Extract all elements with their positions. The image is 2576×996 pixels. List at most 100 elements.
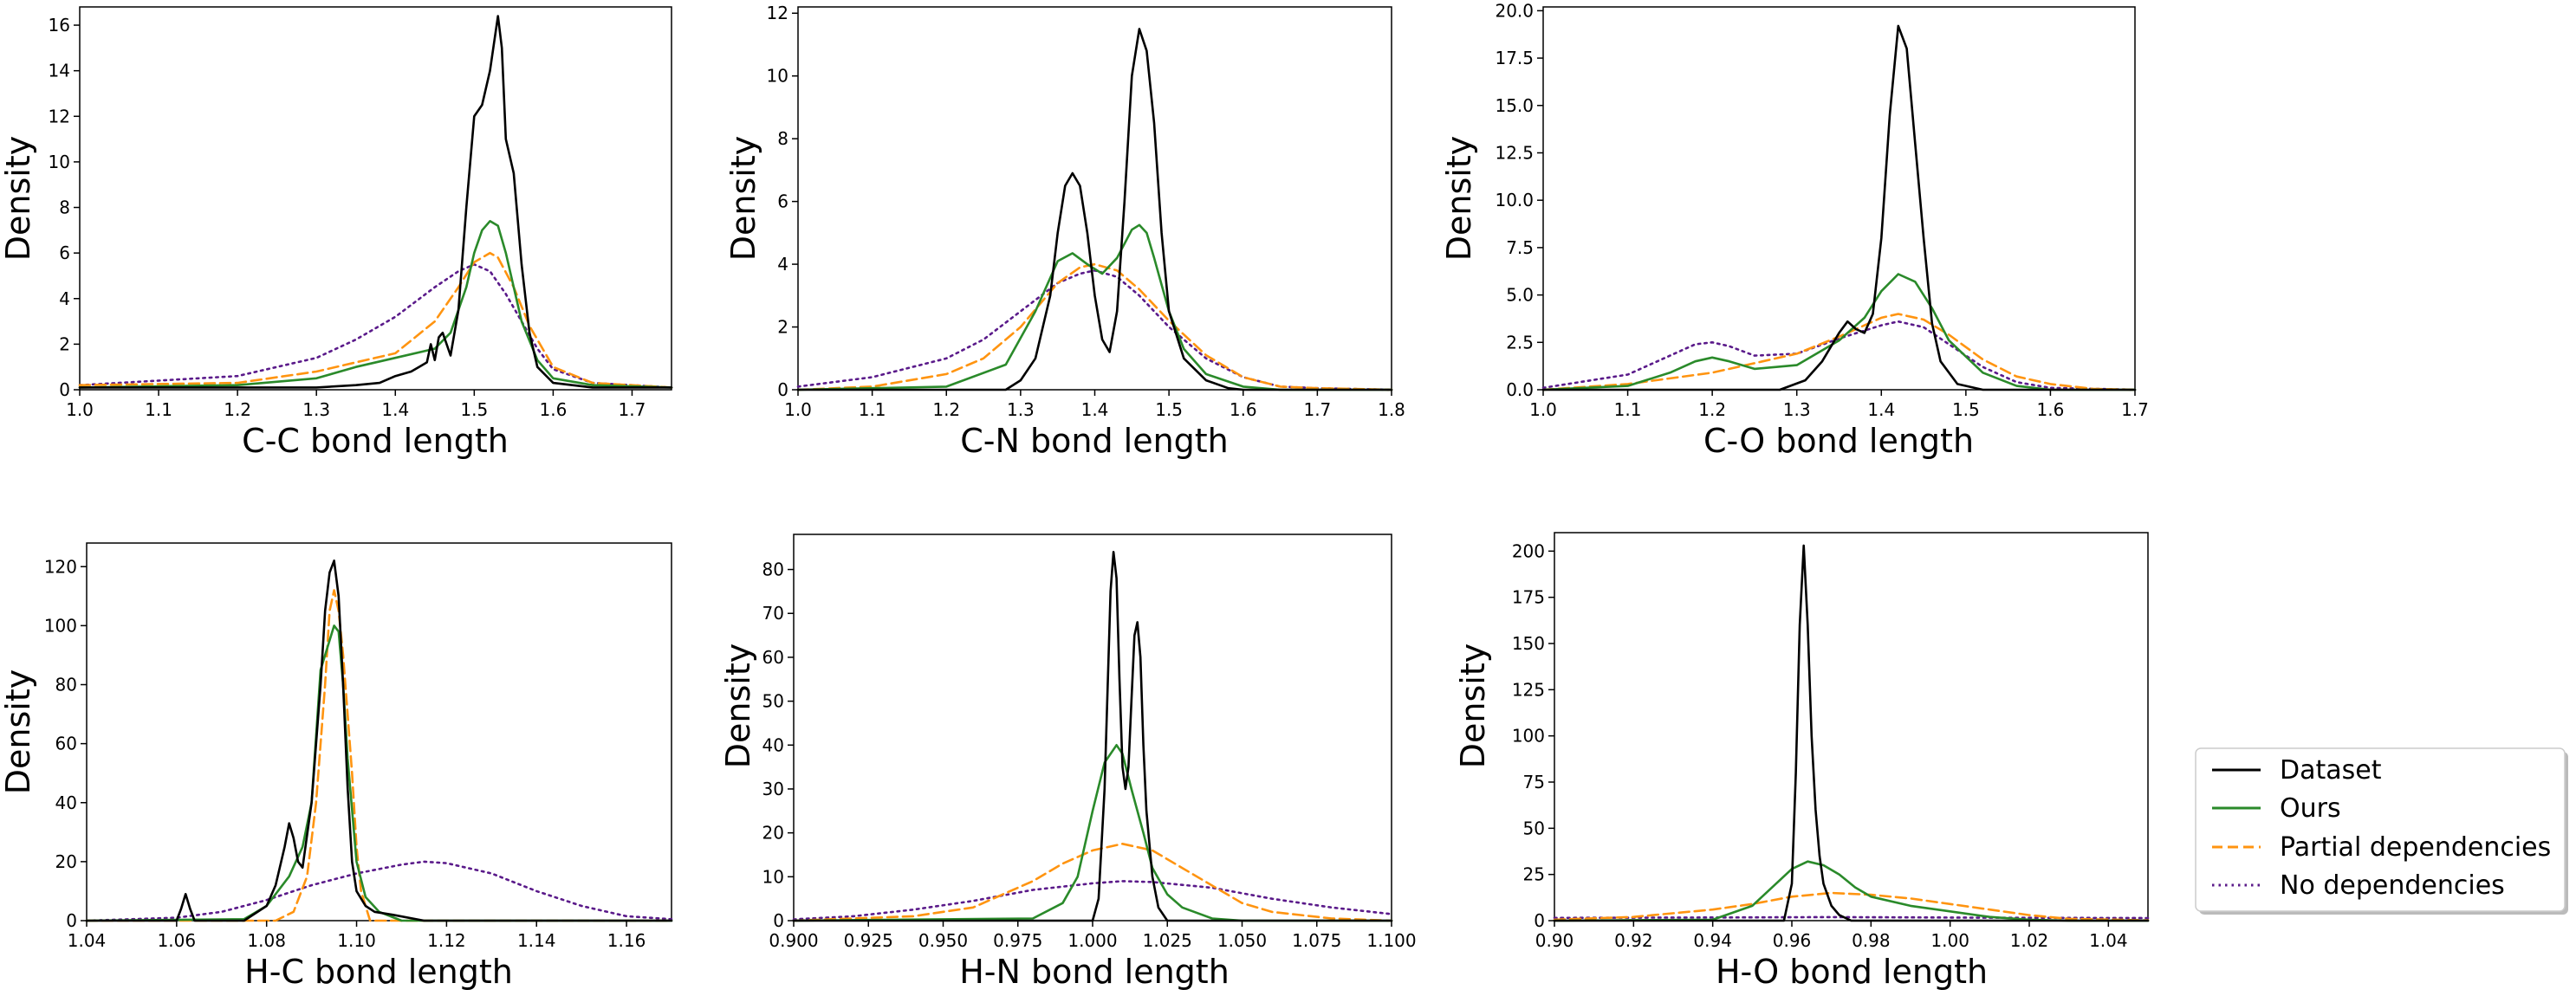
x-tick-label: 1.100 xyxy=(1366,930,1416,951)
y-axis-label: Density xyxy=(724,136,762,261)
x-tick-label: 1.0 xyxy=(1529,399,1557,420)
y-tick-label: 40 xyxy=(55,792,77,813)
y-tick-label: 75 xyxy=(1523,772,1545,792)
legend-label-dataset: Dataset xyxy=(2280,755,2382,786)
y-tick-label: 6 xyxy=(777,191,788,212)
series-group xyxy=(1553,544,2150,922)
series-line-ours xyxy=(85,624,673,922)
x-tick-label: 1.6 xyxy=(2037,399,2065,420)
panel-frame xyxy=(79,6,672,391)
y-tick-label: 4 xyxy=(777,254,788,275)
x-tick-label: 1.4 xyxy=(381,399,409,420)
x-tick-label: 1.14 xyxy=(517,930,556,951)
x-tick-label: 1.08 xyxy=(247,930,286,951)
x-tick-label: 1.6 xyxy=(1230,399,1257,420)
y-tick-label: 175 xyxy=(1512,587,1545,608)
legend-box xyxy=(2195,747,2566,912)
x-tick-label: 1.4 xyxy=(1081,399,1109,420)
series-line-no-dependencies xyxy=(78,262,673,389)
x-tick-label: 1.0 xyxy=(66,399,94,420)
series-line-no-dependencies xyxy=(796,268,1393,391)
y-axis-label: Density xyxy=(0,669,37,794)
x-ticks: 1.0 1.1 1.2 1.3 1.4 1.5 1.6 1.7 1.8 xyxy=(784,390,1405,420)
series-group xyxy=(1541,24,2137,391)
series-group xyxy=(85,559,673,922)
x-tick-label: 1.2 xyxy=(1698,399,1726,420)
x-tick-label: 1.1 xyxy=(859,399,886,420)
series-group xyxy=(792,550,1393,922)
y-tick-label: 2 xyxy=(777,317,788,338)
series-line-partial-dependencies xyxy=(796,262,1393,391)
y-tick-label: 10 xyxy=(762,866,784,887)
x-tick-label: 1.3 xyxy=(302,399,330,420)
x-tick-label: 1.02 xyxy=(2010,930,2049,951)
y-axis-label: Density xyxy=(1440,136,1478,261)
x-axis-label: H-N bond length xyxy=(959,953,1230,991)
y-tick-label: 0 xyxy=(773,910,784,931)
series-group xyxy=(78,15,673,389)
x-tick-label: 0.975 xyxy=(993,930,1042,951)
panel-cc: 1.0 1.1 1.2 1.3 1.4 1.5 1.6 1.7 0 2 4 6 8 10 12 14 16 C… xyxy=(0,6,673,460)
y-tick-label: 100 xyxy=(44,615,77,636)
y-tick-label: 0 xyxy=(59,379,70,400)
y-tick-label: 20 xyxy=(762,823,784,844)
y-tick-label: 100 xyxy=(1512,726,1545,747)
y-tick-label: 20.0 xyxy=(1495,0,1534,21)
series-line-partial-dependencies xyxy=(85,589,673,922)
y-tick-label: 0 xyxy=(777,379,788,400)
y-tick-label: 120 xyxy=(44,556,77,577)
y-tick-label: 6 xyxy=(59,243,70,263)
y-ticks: 0 2 4 6 8 10 12 xyxy=(767,3,798,400)
x-axis-label: C-C bond length xyxy=(242,422,509,460)
y-ticks: 0 10 20 30 40 50 60 70 80 xyxy=(762,559,794,931)
panel-frame xyxy=(1542,6,2136,391)
x-axis-label: H-C bond length xyxy=(244,953,513,991)
y-tick-label: 2 xyxy=(59,333,70,354)
y-tick-label: 30 xyxy=(762,779,784,799)
series-line-no-dependencies xyxy=(85,860,673,922)
panel-cn: 1.0 1.1 1.2 1.3 1.4 1.5 1.6 1.7 1.8 0 2 4 6 8 10 12 C-… xyxy=(724,3,1405,460)
series-line-dataset xyxy=(85,559,673,922)
y-ticks: 0 2 4 6 8 10 12 14 16 xyxy=(49,15,80,400)
y-tick-label: 70 xyxy=(762,603,784,624)
y-ticks: 0.0 2.5 5.0 7.5 10.0 12.5 15.0 17.5 20.0 xyxy=(1495,0,1543,400)
legend-label-partial: Partial dependencies xyxy=(2280,832,2551,863)
x-tick-label: 1.2 xyxy=(932,399,960,420)
series-line-no-dependencies xyxy=(792,880,1393,921)
panel-hc: 1.04 1.06 1.08 1.10 1.12 1.14 1.16 0 20 40 60 80 10… xyxy=(0,542,673,991)
x-tick-label: 1.4 xyxy=(1867,399,1895,420)
y-tick-label: 2.5 xyxy=(1506,332,1534,352)
series-line-ours xyxy=(1553,860,2150,922)
y-tick-label: 16 xyxy=(49,15,70,36)
y-tick-label: 0.0 xyxy=(1506,379,1534,400)
y-tick-label: 10.0 xyxy=(1495,190,1534,210)
x-tick-label: 0.90 xyxy=(1535,930,1574,951)
y-axis-label: Density xyxy=(0,136,37,261)
x-tick-label: 1.04 xyxy=(68,930,107,951)
x-tick-label: 1.6 xyxy=(539,399,567,420)
x-tick-label: 0.94 xyxy=(1693,930,1732,951)
x-axis-label: C-O bond length xyxy=(1703,422,1974,460)
x-tick-label: 1.3 xyxy=(1783,399,1811,420)
x-tick-label: 1.12 xyxy=(427,930,466,951)
y-tick-label: 80 xyxy=(762,559,784,580)
x-tick-label: 0.900 xyxy=(769,930,818,951)
x-tick-label: 1.7 xyxy=(1303,399,1331,420)
x-tick-label: 1.0 xyxy=(784,399,812,420)
x-tick-label: 1.5 xyxy=(1155,399,1183,420)
y-tick-label: 17.5 xyxy=(1495,48,1534,68)
panel-co: 1.0 1.1 1.2 1.3 1.4 1.5 1.6 1.7 0.0 2.5 5.0 7.5 10.… xyxy=(1440,0,2149,460)
y-tick-label: 8 xyxy=(777,128,788,149)
y-tick-label: 125 xyxy=(1512,679,1545,700)
legend: Dataset Ours Partial dependencies No dep… xyxy=(2195,747,2568,915)
x-tick-label: 0.92 xyxy=(1614,930,1653,951)
x-tick-label: 1.050 xyxy=(1217,930,1267,951)
x-tick-label: 1.8 xyxy=(1378,399,1405,420)
y-tick-label: 12 xyxy=(49,106,70,126)
x-tick-label: 1.5 xyxy=(460,399,488,420)
y-tick-label: 150 xyxy=(1512,633,1545,654)
x-tick-label: 1.04 xyxy=(2089,930,2128,951)
series-line-dataset xyxy=(78,15,673,389)
series-line-ours xyxy=(796,223,1393,391)
y-tick-label: 25 xyxy=(1523,864,1545,885)
